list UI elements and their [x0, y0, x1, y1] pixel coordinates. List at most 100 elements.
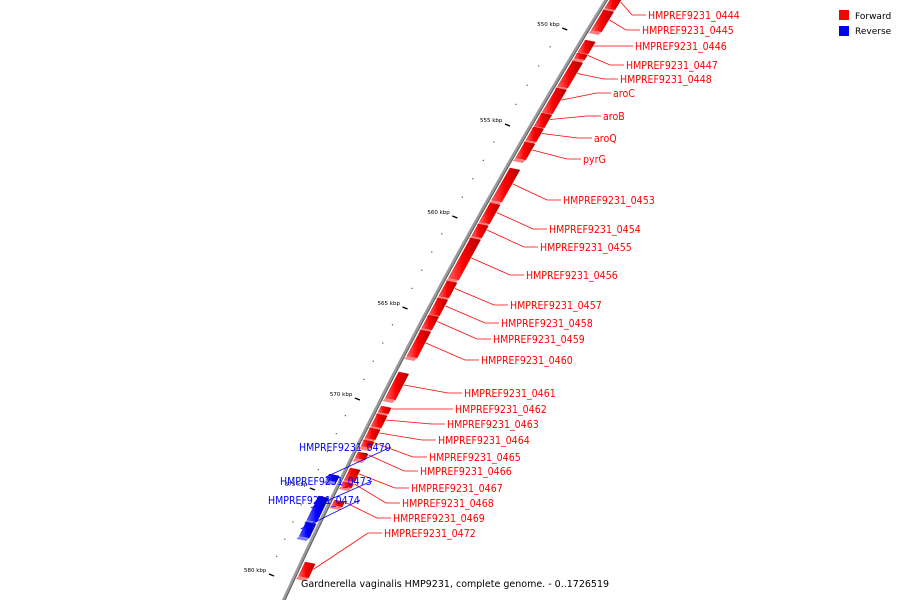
leader-line: [454, 288, 508, 306]
gene-label-hmpref9231-0469: HMPREF9231_0469: [393, 513, 485, 525]
gene-label-hmpref9231-0447: HMPREF9231_0447: [626, 60, 718, 72]
minor-tick: [372, 360, 374, 362]
minor-tick: [326, 451, 328, 453]
minor-tick: [344, 415, 346, 417]
gene-block-hmpref9231-0447: [571, 52, 588, 63]
leader-line: [425, 342, 479, 361]
legend-swatch-reverse: [839, 26, 849, 36]
gene-block-hmpref9231-0445: [588, 9, 614, 35]
leader-line: [496, 212, 547, 230]
minor-tick: [382, 342, 384, 344]
tick-550kbp: 550 kbp: [537, 22, 568, 31]
leader-line: [368, 454, 418, 472]
gene-label-hmpref9231-0456: HMPREF9231_0456: [526, 270, 618, 282]
tick-570kbp: 570 kbp: [330, 392, 361, 401]
minor-tick: [335, 433, 337, 435]
leader-line: [541, 133, 592, 139]
minor-tick: [300, 504, 302, 506]
tick-label: 550 kbp: [537, 22, 560, 28]
major-ticks: 550 kbp 555 kbp 560 kbp 565 kbp 570 kbp 575 k…: [244, 22, 568, 577]
leader-line: [620, 1, 646, 16]
leader-line: [532, 149, 581, 160]
genome-backbone-highlight: [284, 0, 609, 600]
genome-caption: Gardnerella vaginalis HMP9231, complete …: [301, 579, 609, 590]
gene-block-pyrg: [512, 141, 536, 163]
minor-tick: [441, 233, 443, 235]
leader-line: [300, 499, 361, 530]
leader-line: [512, 183, 561, 201]
gene-label-hmpref9231-0457: HMPREF9231_0457: [510, 300, 602, 312]
leader-line: [386, 419, 445, 425]
gene-block-hmpref9231-0461: [382, 371, 410, 403]
leader-line: [577, 73, 618, 80]
minor-tick: [461, 196, 463, 198]
gene-label-pyrg: pyrG: [583, 154, 606, 166]
leader-line: [445, 305, 499, 324]
gene-blocks: [295, 0, 622, 581]
gene-label-hmpref9231-0445: HMPREF9231_0445: [642, 25, 734, 37]
legend-label-forward: Forward: [855, 12, 891, 22]
gene-block-hmpref9231-0465: [358, 439, 375, 451]
gene-label-arob: aroB: [603, 111, 625, 123]
minor-tick: [515, 103, 517, 105]
gene-label-hmpref9231-0470: HMPREF9231_0470: [299, 442, 391, 454]
gene-label-hmpref9231-0459: HMPREF9231_0459: [493, 334, 585, 346]
gene-label-hmpref9231-0467: HMPREF9231_0467: [411, 483, 503, 495]
gene-label-hmpref9231-0468: HMPREF9231_0468: [402, 498, 494, 510]
gene-label-hmpref9231-0466: HMPREF9231_0466: [420, 466, 512, 478]
gene-label-hmpref9231-0473: HMPREF9231_0473: [280, 476, 372, 488]
minor-tick: [421, 269, 423, 271]
minor-tick: [431, 251, 433, 253]
tick-label: 570 kbp: [330, 392, 353, 398]
gene-label-aroc: aroC: [613, 88, 635, 100]
leader-line: [549, 115, 601, 120]
gene-label-hmpref9231-0446: HMPREF9231_0446: [635, 41, 727, 53]
minor-tick: [276, 555, 278, 557]
gene-label-hmpref9231-0461: HMPREF9231_0461: [464, 388, 556, 400]
minor-tick: [493, 141, 495, 143]
leader-line: [609, 19, 640, 31]
gene-label-hmpref9231-0472: HMPREF9231_0472: [384, 528, 476, 540]
tick-560kbp: 560 kbp: [427, 210, 458, 219]
leader-line: [379, 432, 436, 441]
leader-line: [374, 442, 427, 458]
minor-tick: [292, 521, 294, 523]
gene-label-aroq: aroQ: [594, 133, 617, 145]
gene-label-hmpref9231-0448: HMPREF9231_0448: [620, 74, 712, 86]
leader-line: [313, 532, 382, 570]
gene-label-hmpref9231-0462: HMPREF9231_0462: [455, 404, 547, 416]
gene-label-hmpref9231-0463: HMPREF9231_0463: [447, 419, 539, 431]
gene-block-hmpref9231-0460: [404, 329, 432, 361]
minor-tick: [391, 324, 394, 326]
tick-label: 565 kbp: [378, 301, 401, 307]
tick-575kbp: 575 kbp: [285, 482, 316, 491]
gene-label-hmpref9231-0453: HMPREF9231_0453: [563, 195, 655, 207]
leader-line: [359, 473, 409, 489]
genome-backbone: [281, 0, 608, 600]
gene-label-hmpref9231-0474: HMPREF9231_0474: [268, 495, 360, 507]
minor-tick: [549, 46, 551, 48]
leader-line: [471, 257, 524, 276]
minor-tick: [472, 178, 474, 180]
minor-tick: [363, 378, 365, 380]
tick-555kbp: 555 kbp: [480, 118, 511, 127]
leader-line: [354, 483, 400, 504]
gene-label-hmpref9231-0455: HMPREF9231_0455: [540, 242, 632, 254]
gene-block-hmpref9231-0468: [338, 481, 354, 491]
gene-label-hmpref9231-0454: HMPREF9231_0454: [549, 224, 641, 236]
legend-swatch-forward: [839, 10, 849, 20]
legend-label-reverse: Reverse: [855, 27, 892, 37]
gene-block-hmpref9231-0466: [352, 451, 369, 463]
leader-line: [437, 321, 491, 340]
gene-label-hmpref9231-0464: HMPREF9231_0464: [438, 435, 530, 447]
leader-line: [310, 480, 373, 509]
minor-ticks: [276, 46, 551, 557]
minor-tick: [317, 469, 319, 471]
gene-block-hmpref9231-0472: [295, 561, 316, 581]
tick-label: 555 kbp: [480, 118, 503, 124]
tick-label: 580 kbp: [244, 568, 267, 574]
gene-block-hmpref9231-0453: [488, 167, 521, 205]
minor-tick: [411, 287, 413, 289]
gene-labels: HMPREF9231_0444 HMPREF9231_0445 HMPREF9231…: [268, 10, 740, 540]
gene-label-hmpref9231-0465: HMPREF9231_0465: [429, 452, 521, 464]
